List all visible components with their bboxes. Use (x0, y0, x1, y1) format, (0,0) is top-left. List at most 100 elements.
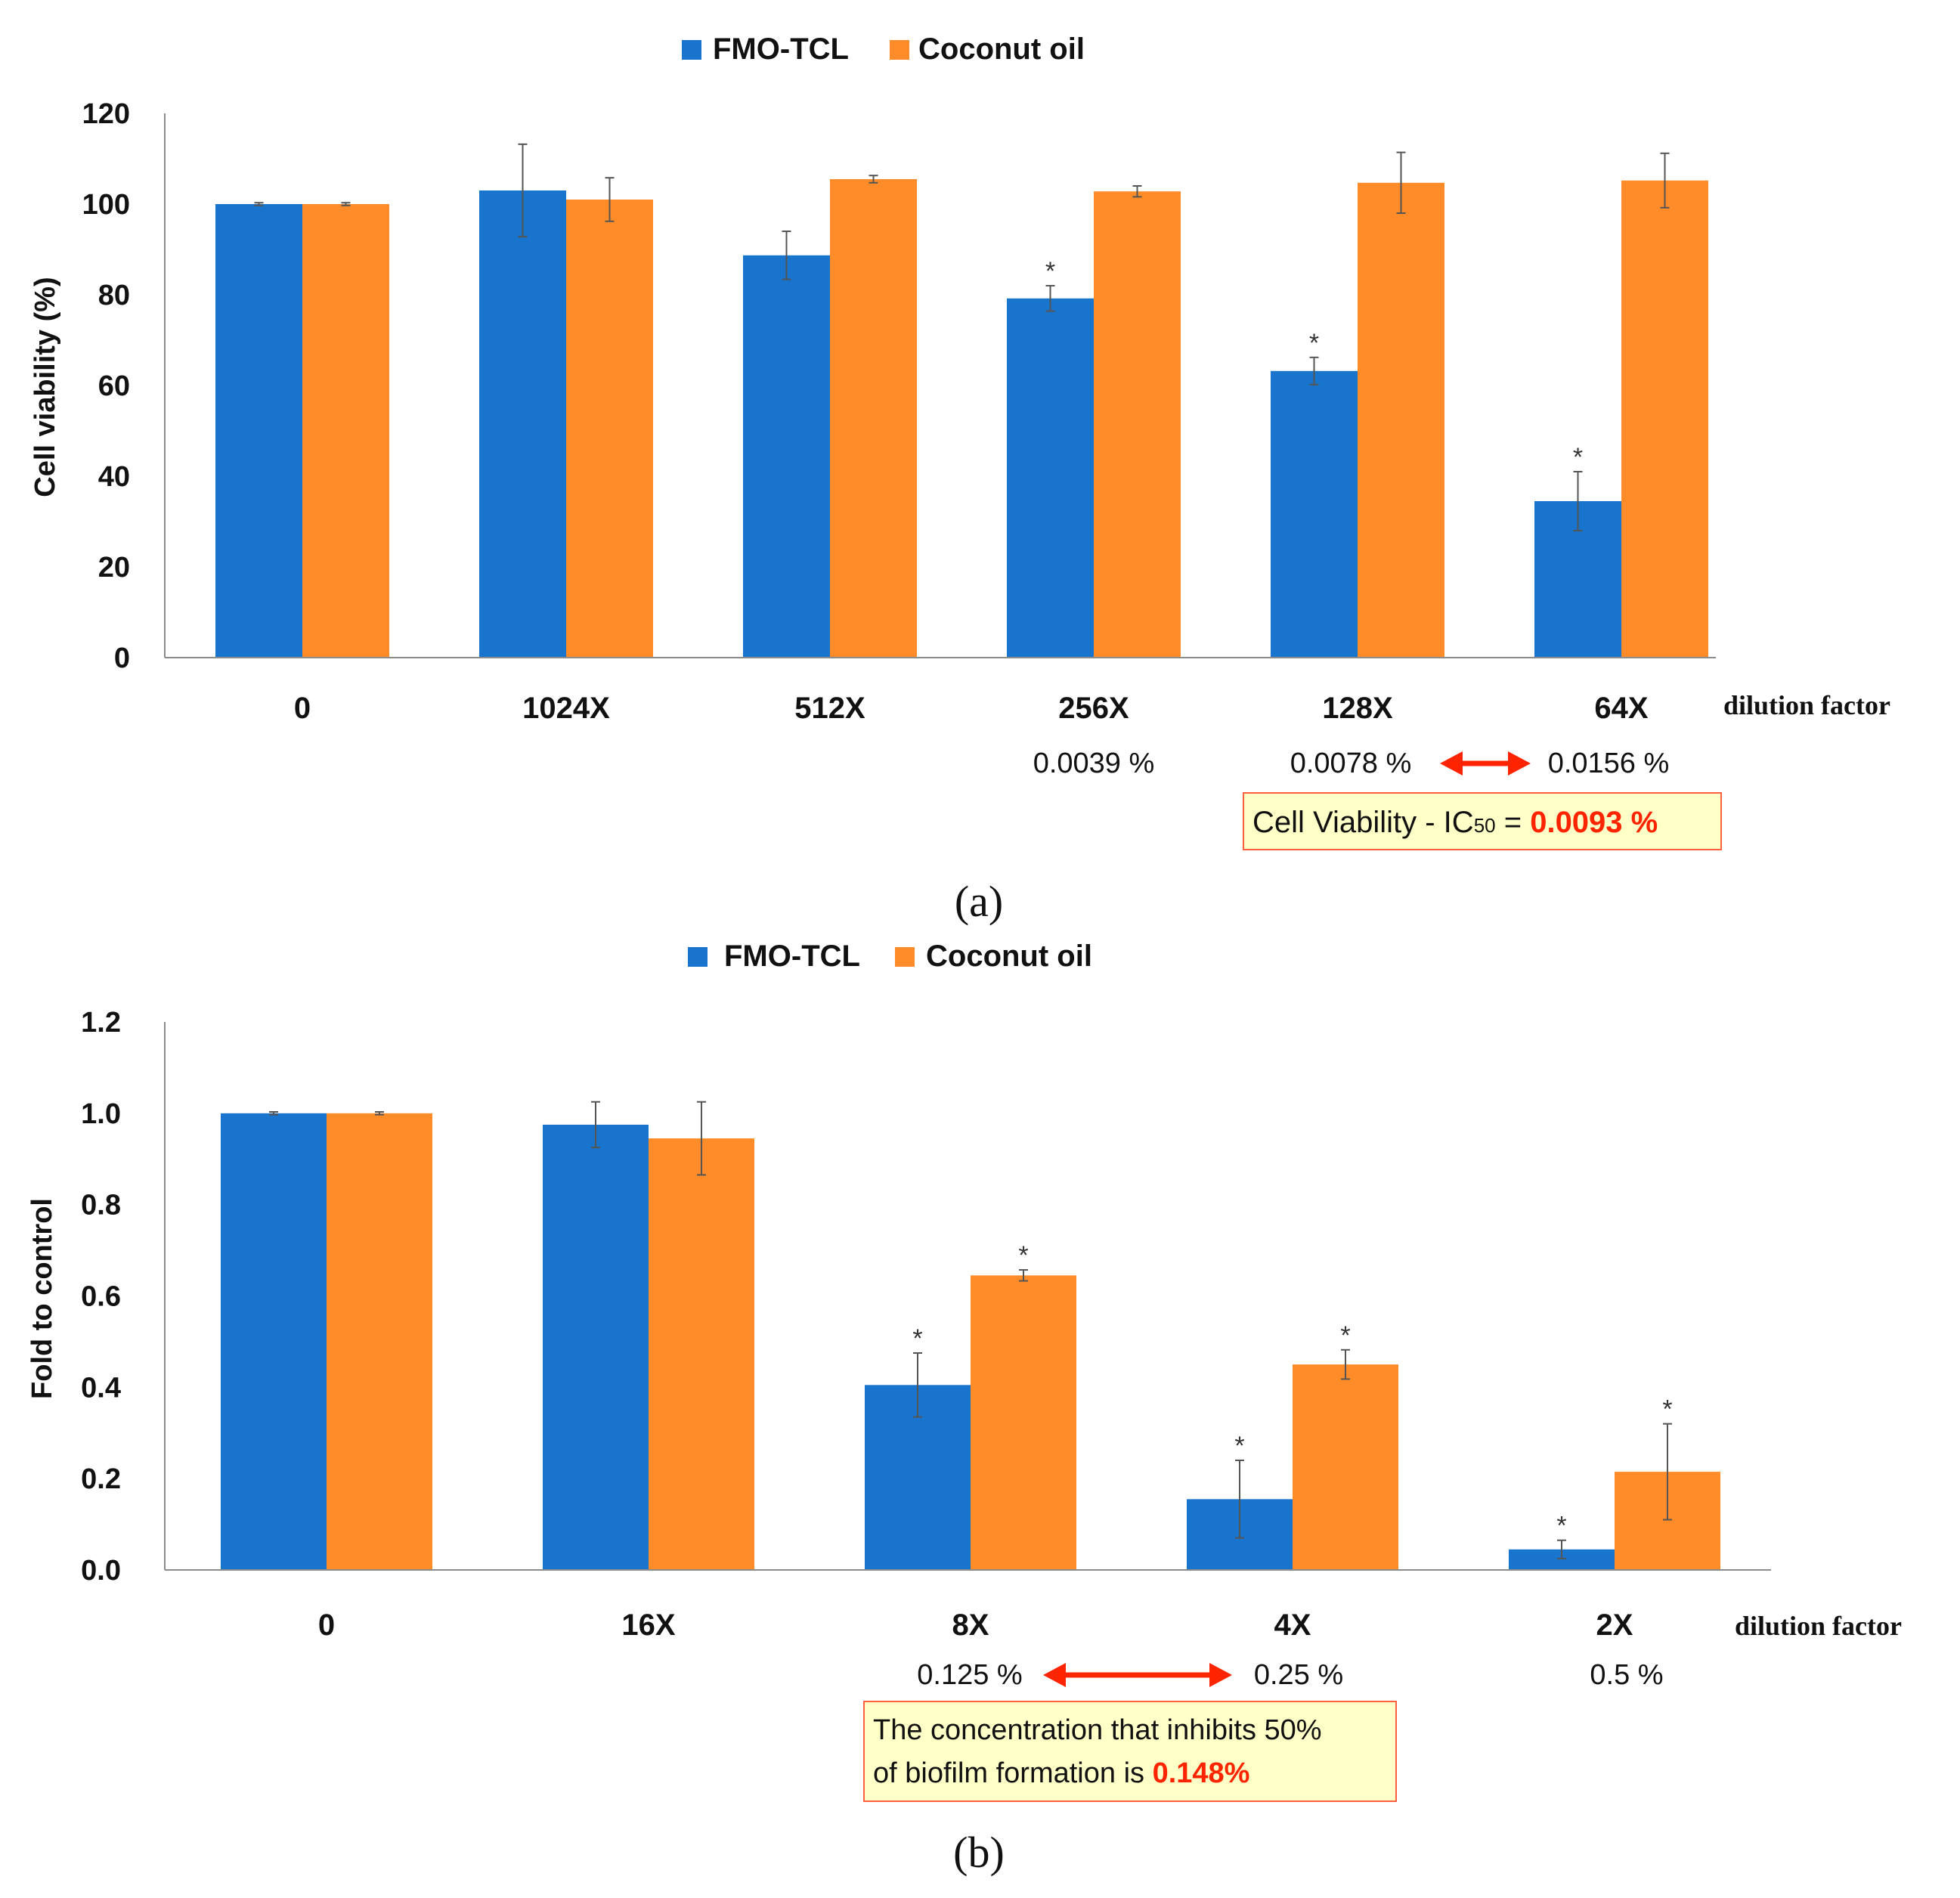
x-axis-label-a: dilution factor (1723, 690, 1890, 720)
bar-coconut-oil-8x (971, 1275, 1076, 1570)
x-tick-labels-a: 0 1024X 512X 256X 128X 64X (294, 692, 1649, 725)
y-tick-label-b: 0.6 (81, 1281, 121, 1313)
error-bar-coconut-oil-256x (1132, 185, 1142, 198)
error-bar-coconut-oil-16x (697, 1101, 706, 1176)
significance-marker-fmo-tcl-2x: * (1556, 1512, 1566, 1540)
error-bar-coconut-oil-0 (375, 1111, 384, 1116)
biofilm-annotation-line1: The concentration that inhibits 50% (873, 1714, 1322, 1746)
y-tick-label-a: 60 (98, 370, 130, 402)
y-tick-label-b: 0.4 (81, 1372, 121, 1404)
error-bar-fmo-tcl-0 (254, 202, 264, 206)
concentration-b-2x: 0.5 % (1590, 1659, 1663, 1691)
bar-coconut-oil-512x (830, 179, 917, 658)
significance-marker-fmo-tcl-256x: * (1045, 257, 1055, 286)
bar-fmo-tcl-128x (1271, 370, 1358, 658)
svg-text:Cell Viability - IC50 = 0.0093: Cell Viability - IC50 = 0.0093 % (1252, 806, 1658, 839)
legend-label-fmo-tcl: FMO-TCL (713, 33, 849, 66)
y-tick-label-a: 80 (98, 280, 130, 311)
y-tick-labels-a: 0 20 40 60 80 100 120 (82, 98, 130, 674)
error-bar-fmo-tcl-128x (1309, 356, 1319, 385)
error-bar-fmo-tcl-4x (1235, 1460, 1244, 1539)
y-tick-labels-b: 0.0 0.2 0.4 0.6 0.8 1.0 1.2 (81, 1007, 121, 1587)
bar-fmo-tcl-0 (215, 204, 302, 658)
concentration-a-64x: 0.0156 % (1548, 748, 1670, 779)
error-bar-fmo-tcl-1024x (518, 143, 528, 238)
legend-swatch-coconut-oil (895, 947, 915, 967)
error-bar-fmo-tcl-256x (1045, 285, 1055, 312)
y-tick-label-a: 120 (82, 98, 130, 130)
legend-b: FMO-TCL Coconut oil (688, 940, 1092, 973)
concentration-b-4x: 0.25 % (1254, 1659, 1343, 1691)
x-tick-label-a-128x: 128X (1322, 692, 1393, 725)
bar-coconut-oil-1024x (566, 200, 653, 658)
y-tick-label-b: 1.2 (81, 1007, 121, 1039)
error-bar-coconut-oil-64x (1660, 152, 1670, 209)
legend-label-coconut-oil: Coconut oil (926, 940, 1092, 973)
error-bar-fmo-tcl-8x (913, 1352, 922, 1418)
error-bar-fmo-tcl-512x (782, 231, 791, 280)
concentration-a-128x: 0.0078 % (1290, 748, 1412, 779)
ic50-value: 0.0093 % (1530, 806, 1658, 839)
bar-coconut-oil-0 (327, 1113, 432, 1570)
significance-marker-fmo-tcl-128x: * (1309, 329, 1319, 358)
panel-label-b: (b) (953, 1828, 1005, 1877)
bars-a: * * * (215, 143, 1708, 658)
x-tick-label-a-64x: 64X (1594, 692, 1648, 725)
legend-a: FMO-TCL Coconut oil (682, 33, 1085, 66)
biofilm-annotation-line2: of biofilm formation is (873, 1757, 1153, 1789)
error-bar-coconut-oil-8x (1019, 1269, 1028, 1282)
y-tick-label-b: 1.0 (81, 1098, 121, 1130)
y-tick-label-b: 0.8 (81, 1190, 121, 1221)
significance-marker-fmo-tcl-4x: * (1234, 1432, 1244, 1460)
y-tick-label-a: 100 (82, 189, 130, 221)
bars-b: * * * * * * (221, 1101, 1720, 1570)
ic50-annotation-box: Cell Viability - IC50 = 0.0093 % (1243, 792, 1722, 850)
significance-marker-coconut-oil-4x: * (1340, 1321, 1350, 1350)
x-tick-label-b-2x: 2X (1596, 1609, 1633, 1642)
y-tick-label-a: 40 (98, 461, 130, 493)
bar-fmo-tcl-512x (743, 255, 830, 658)
legend-label-coconut-oil: Coconut oil (918, 33, 1085, 66)
ic50-prefix: Cell Viability - IC (1252, 806, 1474, 839)
x-tick-label-b-0: 0 (318, 1609, 335, 1642)
bar-fmo-tcl-0 (221, 1113, 327, 1570)
double-arrow-b (1043, 1663, 1232, 1687)
error-bar-coconut-oil-4x (1341, 1348, 1350, 1380)
x-tick-label-a-0: 0 (294, 692, 311, 725)
x-tick-labels-b: 0 16X 8X 4X 2X (318, 1609, 1633, 1642)
y-axis-label-a: Cell viability (%) (29, 277, 61, 497)
y-tick-label-b: 0.2 (81, 1463, 121, 1495)
svg-text:of biofilm formation is 0.148%: of biofilm formation is 0.148% (873, 1757, 1249, 1789)
x-tick-label-b-4x: 4X (1274, 1609, 1311, 1642)
double-arrow-a (1440, 751, 1531, 776)
bar-fmo-tcl-1024x (479, 190, 566, 658)
legend-label-fmo-tcl: FMO-TCL (724, 940, 860, 973)
bar-fmo-tcl-16x (543, 1124, 649, 1570)
bar-coconut-oil-16x (649, 1138, 754, 1570)
biofilm-annotation-value: 0.148% (1153, 1757, 1250, 1789)
significance-marker-fmo-tcl-8x: * (912, 1324, 922, 1353)
error-bar-coconut-oil-2x (1663, 1423, 1672, 1521)
y-tick-label-b: 0.0 (81, 1555, 121, 1587)
x-tick-label-a-256x: 256X (1058, 692, 1129, 725)
y-tick-label-a: 0 (114, 642, 130, 674)
legend-swatch-fmo-tcl (688, 947, 708, 967)
bar-coconut-oil-64x (1621, 180, 1708, 658)
bar-coconut-oil-4x (1293, 1364, 1398, 1570)
error-bar-fmo-tcl-16x (591, 1101, 600, 1149)
ic50-equals: = (1496, 806, 1531, 839)
panel-b-chart: FMO-TCL Coconut oil Fold to control 0.00… (26, 940, 1902, 1877)
bar-coconut-oil-256x (1094, 191, 1181, 658)
x-axis-label-b: dilution factor (1735, 1611, 1902, 1641)
x-tick-label-a-1024x: 1024X (522, 692, 610, 725)
panel-a-chart: FMO-TCL Coconut oil Cell viability (%) 0… (29, 33, 1890, 926)
concentration-a-256x: 0.0039 % (1033, 748, 1155, 779)
x-tick-label-b-8x: 8X (952, 1609, 989, 1642)
error-bar-coconut-oil-128x (1396, 151, 1406, 214)
error-bar-coconut-oil-0 (341, 202, 351, 206)
significance-marker-coconut-oil-8x: * (1018, 1241, 1028, 1270)
error-bar-fmo-tcl-2x (1557, 1539, 1566, 1559)
concentration-b-8x: 0.125 % (917, 1659, 1022, 1691)
biofilm-annotation-box: The concentration that inhibits 50% of b… (863, 1701, 1397, 1802)
